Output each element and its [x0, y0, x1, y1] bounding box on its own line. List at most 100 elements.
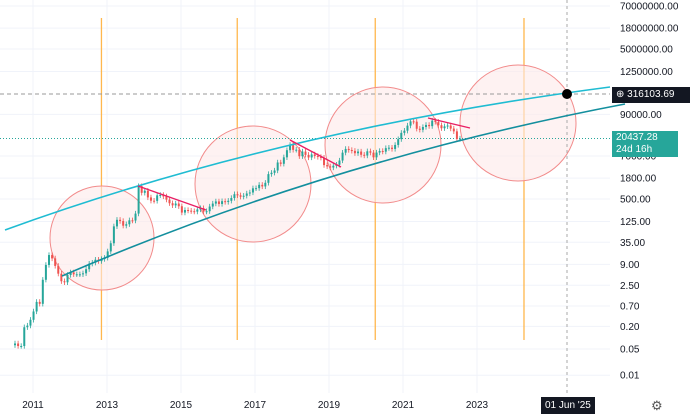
candle-body — [242, 195, 245, 197]
x-tick-label: 2013 — [96, 400, 119, 411]
halving-lines — [100, 18, 525, 340]
candle-body — [341, 152, 344, 161]
candle-body — [140, 186, 143, 193]
candle-body — [69, 272, 72, 275]
candle-body — [54, 258, 57, 266]
candle-body — [230, 198, 233, 201]
candle-body — [156, 195, 159, 201]
candle-body — [440, 125, 443, 129]
cycle-circle-3[interactable] — [324, 86, 442, 204]
candle-body — [425, 124, 428, 128]
candle-body — [366, 151, 369, 156]
x-tick-label: 2021 — [392, 400, 415, 411]
candle-body — [88, 263, 91, 270]
candle-body — [384, 148, 387, 152]
candle-body — [289, 144, 292, 151]
add-plus-icon[interactable]: ⊕ — [616, 89, 625, 100]
candles — [14, 117, 461, 349]
candle-body — [202, 208, 205, 212]
trend-line-3[interactable] — [427, 117, 471, 129]
upper-curve[interactable] — [4, 86, 611, 231]
candle-body — [394, 144, 397, 149]
candle-body — [307, 154, 310, 158]
candle-body — [177, 203, 180, 207]
candle-body — [38, 301, 41, 304]
candle-body — [112, 226, 115, 244]
lower-curve[interactable] — [61, 103, 626, 277]
candle-body — [47, 255, 50, 265]
trend-line-2[interactable] — [289, 139, 342, 168]
settings-gear-icon[interactable]: ⚙ — [651, 398, 663, 413]
candle-body — [323, 157, 326, 166]
candle-body — [32, 311, 35, 320]
candle-body — [66, 274, 69, 283]
candle-body — [159, 194, 162, 196]
candle-body — [239, 195, 242, 197]
candle-body — [106, 251, 109, 258]
candle-body — [360, 151, 363, 155]
crosshair-price-label[interactable]: ⊕ 316103.69 — [612, 87, 690, 103]
y-tick-label: 125.00 — [620, 217, 651, 228]
candle-body — [168, 199, 171, 204]
candle-body — [338, 160, 341, 165]
candle-body — [162, 194, 165, 197]
candle-body — [44, 264, 47, 280]
candle-body — [217, 201, 220, 204]
cycle-circle-4[interactable] — [459, 64, 577, 182]
candle-body — [415, 121, 418, 129]
trend-line-1[interactable] — [137, 185, 207, 211]
crosshair-point[interactable] — [562, 89, 572, 99]
y-tick-label: 0.01 — [620, 371, 640, 382]
y-tick-label: 0.20 — [620, 322, 640, 333]
candle-body — [391, 147, 394, 149]
candle-body — [369, 151, 372, 153]
candle-body — [258, 184, 261, 189]
candle-body — [63, 281, 66, 283]
candle-body — [270, 172, 273, 175]
y-tick-label: 9.00 — [620, 260, 640, 271]
candle-body — [128, 220, 131, 225]
candle-body — [109, 243, 112, 252]
candle-body — [452, 128, 455, 132]
candle-body — [251, 188, 254, 193]
x-tick-label: 2023 — [466, 400, 489, 411]
candle-body — [412, 121, 415, 123]
candle-body — [248, 192, 251, 194]
candle-body — [245, 193, 248, 196]
candle-body — [115, 219, 118, 227]
candle-body — [75, 274, 78, 276]
candle-body — [153, 200, 156, 202]
candle-body — [282, 157, 285, 164]
candle-body — [418, 128, 421, 130]
candle-body — [375, 152, 378, 158]
candle-body — [143, 190, 146, 193]
candle-body — [329, 166, 332, 168]
candle-body — [81, 273, 84, 275]
candle-body — [276, 162, 279, 171]
candle-body — [285, 150, 288, 158]
candle-body — [199, 208, 202, 210]
candle-body — [221, 201, 224, 204]
time-axis: 2011 2013 2015 2017 2019 2021 2023 — [22, 400, 488, 411]
candle-body — [57, 265, 60, 274]
candle-body — [310, 154, 313, 158]
cycle-circle-2[interactable] — [194, 125, 312, 243]
candle-body — [264, 182, 267, 187]
candle-body — [292, 144, 295, 150]
candle-body — [125, 224, 128, 226]
candle-body — [357, 151, 360, 154]
candle-body — [72, 272, 75, 275]
candle-body — [428, 124, 431, 127]
candle-body — [449, 125, 452, 129]
candle-body — [214, 201, 217, 204]
candle-body — [190, 210, 193, 212]
candle-body — [205, 211, 208, 213]
y-tick-label: 0.05 — [620, 344, 640, 355]
candle-body — [446, 125, 449, 127]
candle-body — [149, 197, 152, 201]
candle-body — [295, 149, 298, 151]
y-tick-label: 5000000.00 — [620, 44, 673, 55]
candle-body — [403, 130, 406, 133]
